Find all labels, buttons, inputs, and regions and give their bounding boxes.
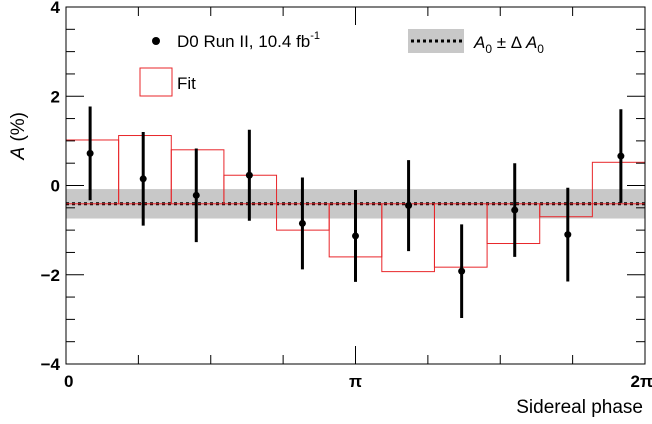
data-point (352, 232, 359, 240)
x-tick-label: π (349, 372, 362, 391)
data-point (139, 175, 147, 183)
y-tick-label: −2 (41, 266, 60, 285)
x-tick-label: 2π (631, 372, 652, 391)
x-axis-title: Sidereal phase (516, 397, 643, 418)
data-point (245, 171, 253, 179)
y-axis-title-unit: (%) (8, 112, 29, 147)
y-axis-title-symbol: A (8, 147, 29, 161)
fit-bin (539, 203, 593, 218)
legend-data-marker (152, 37, 160, 45)
legend-data-label: D0 Run II, 10.4 fb-1 (177, 30, 320, 51)
data-point (617, 152, 625, 160)
plot-frame (65, 6, 646, 365)
plot-layer (65, 106, 646, 319)
legend-fit-label: Fit (177, 74, 196, 93)
data-point (564, 231, 572, 239)
legend-band-label: A0 ± Δ A0 (473, 33, 544, 56)
data-point (511, 206, 519, 214)
y-tick-label: 2 (51, 87, 60, 106)
data-point (405, 202, 413, 210)
legend-fit-swatch (139, 67, 173, 97)
data-point (458, 267, 466, 275)
y-tick-label: 0 (51, 177, 60, 196)
x-tick-label: 0 (64, 372, 73, 391)
data-point (86, 149, 94, 157)
y-tick-label: −4 (41, 355, 61, 374)
data-point (192, 191, 200, 199)
legend: D0 Run II, 10.4 fb-1 A0 ± Δ A0 Fit (139, 29, 544, 97)
y-axis-title: A (%) (8, 112, 29, 161)
y-tick-label: 4 (51, 0, 61, 17)
axis-layer: −4 −2 0 2 4 0 π 2π Sidereal phase A (%) (8, 0, 652, 418)
data-point (298, 219, 306, 227)
